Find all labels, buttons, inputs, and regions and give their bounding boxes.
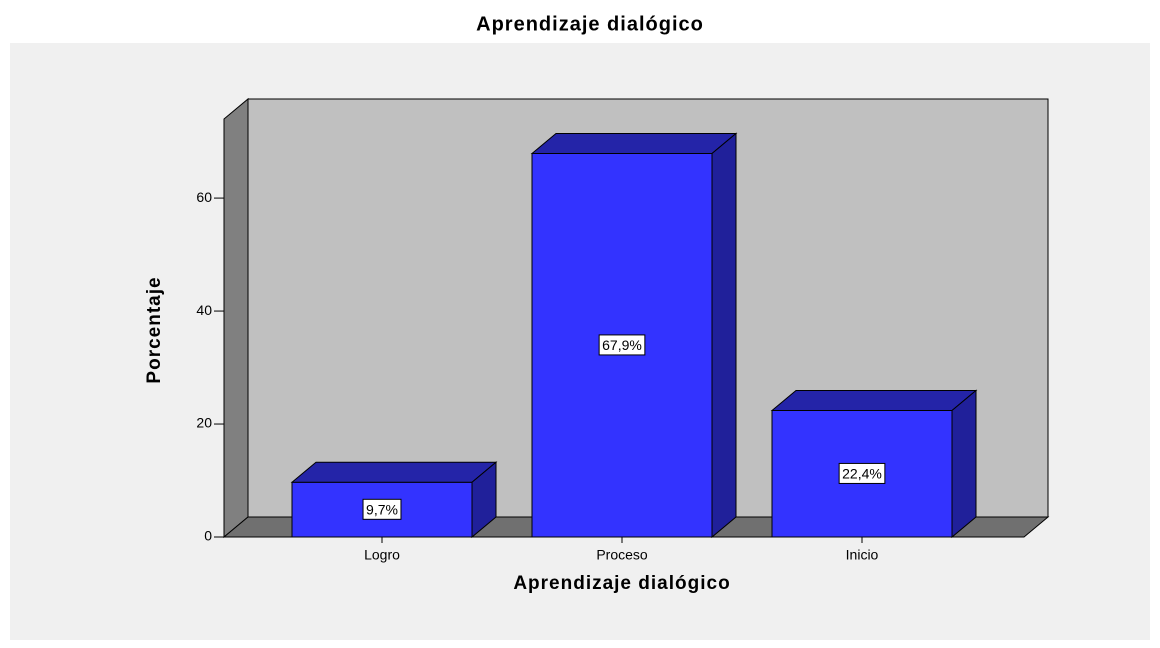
value-label: 22,4% [842, 465, 882, 481]
y-axis-title: Porcentaje [144, 276, 165, 383]
y-tick-label: 60 [196, 189, 212, 205]
x-tick-label: Proceso [596, 547, 648, 563]
x-axis-title: Aprendizaje dialógico [513, 573, 730, 594]
y-tick-label: 20 [196, 415, 212, 431]
value-label-box [598, 334, 646, 356]
value-label-box [838, 462, 886, 484]
bar-side [471, 461, 497, 539]
x-tick-label: Logro [364, 547, 400, 563]
value-label-box [362, 498, 402, 520]
y-tick-label: 40 [196, 302, 212, 318]
value-label: 9,7% [366, 501, 398, 517]
value-label: 67,9% [602, 337, 642, 353]
bar-top [530, 132, 738, 154]
bar-side [711, 132, 737, 539]
x-tick-label: Inicio [846, 547, 879, 563]
y-tick-label: 0 [204, 528, 212, 544]
side-wall [223, 97, 249, 539]
bar-top [290, 461, 498, 483]
bar-top [770, 389, 978, 411]
chart-title: Aprendizaje dialógico [476, 13, 704, 35]
bar-side [951, 389, 977, 539]
